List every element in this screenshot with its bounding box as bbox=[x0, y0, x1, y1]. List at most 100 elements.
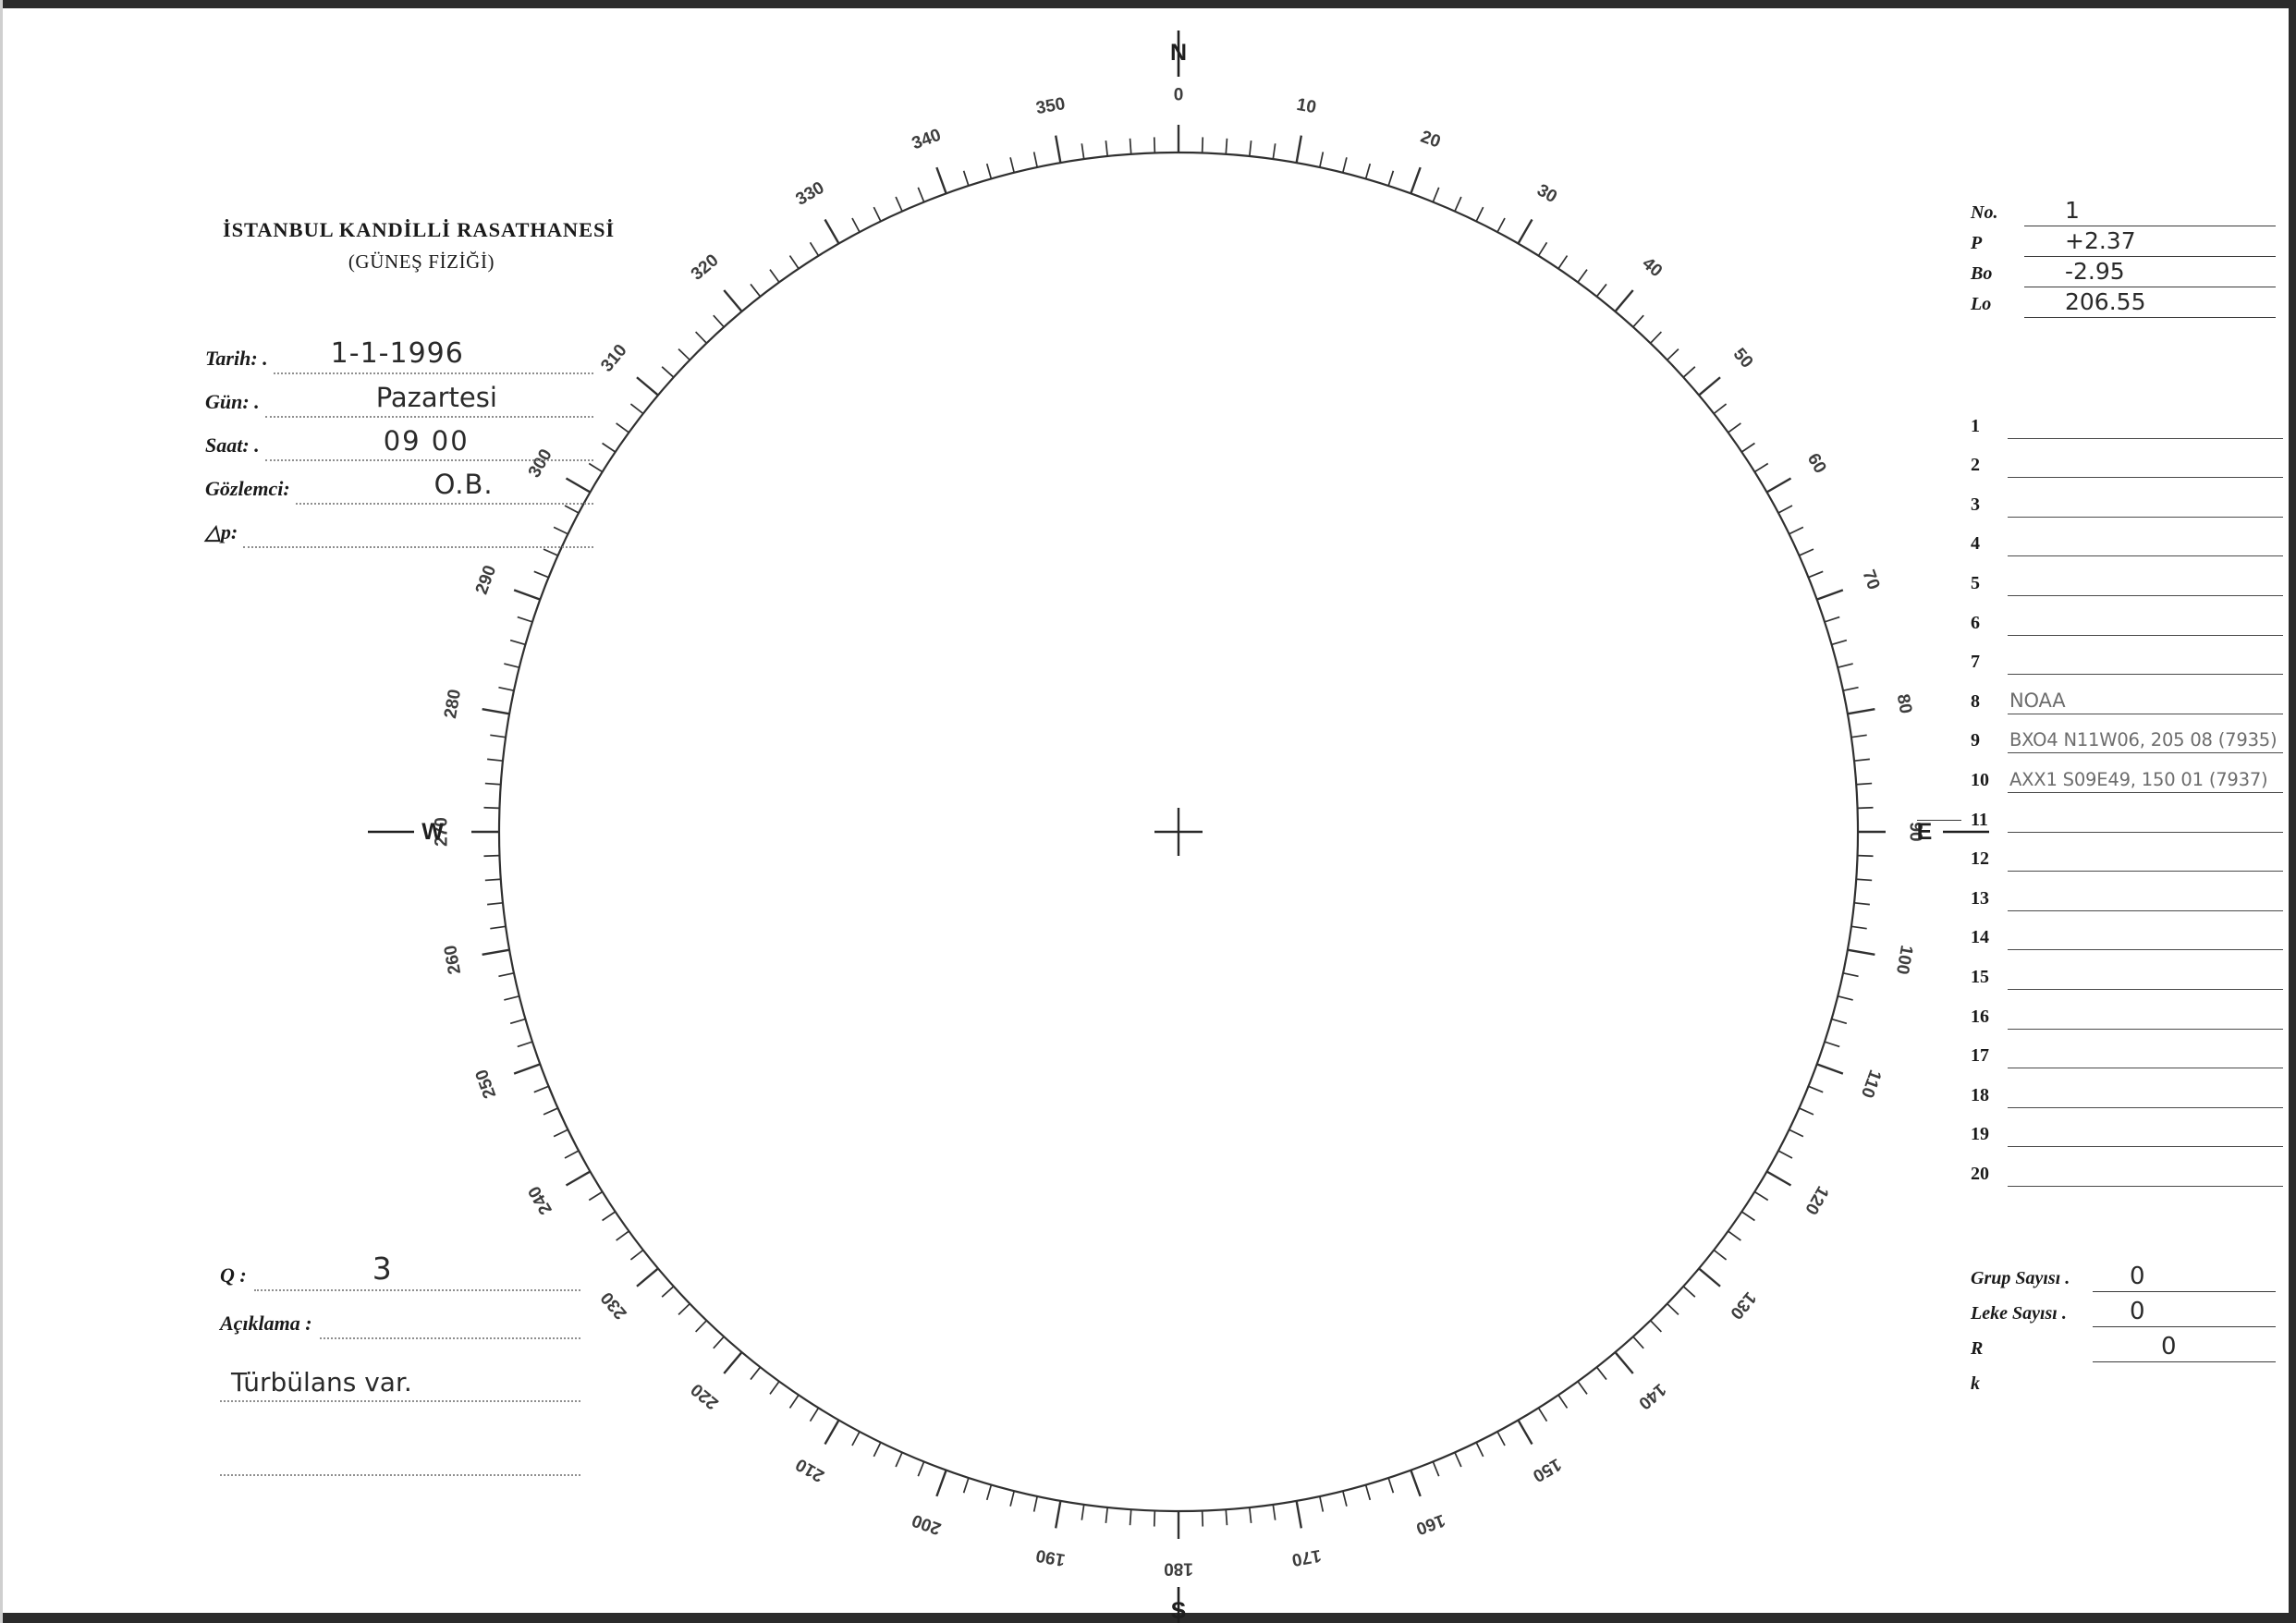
minor-tick bbox=[1831, 1018, 1848, 1025]
entry-row: 6 bbox=[1971, 596, 2283, 636]
dial-degree-label: 10 bbox=[1295, 95, 1317, 117]
minor-tick bbox=[1129, 138, 1132, 154]
parameter-input[interactable]: 1 bbox=[2024, 197, 2276, 226]
parameter-row: No. 1 bbox=[1971, 196, 2276, 226]
entry-row: 16 bbox=[1971, 990, 2283, 1030]
entry-input[interactable]: AXX1 S09E49, 150 01 (7937) bbox=[2008, 764, 2283, 793]
minor-tick bbox=[1496, 217, 1506, 233]
entry-input[interactable] bbox=[2008, 961, 2283, 990]
minor-tick bbox=[629, 403, 644, 415]
minor-tick bbox=[553, 1129, 568, 1138]
entry-input[interactable] bbox=[2008, 528, 2283, 557]
minor-tick bbox=[484, 878, 501, 882]
minor-tick bbox=[1799, 548, 1814, 556]
entry-number: 2 bbox=[1971, 455, 1980, 476]
entry-input[interactable] bbox=[2008, 1118, 2283, 1148]
cardinal-letter-e: E bbox=[1917, 819, 1933, 845]
minor-tick bbox=[895, 196, 903, 212]
form-field-input[interactable] bbox=[243, 519, 593, 548]
parameter-input[interactable]: 206.55 bbox=[2024, 288, 2276, 318]
entry-input[interactable]: NOAA bbox=[2008, 686, 2283, 714]
entry-input[interactable] bbox=[2008, 1040, 2283, 1069]
minor-tick bbox=[517, 616, 533, 623]
minor-tick bbox=[769, 1381, 780, 1395]
minor-tick bbox=[661, 366, 675, 378]
total-input[interactable]: 0 bbox=[2093, 1333, 2276, 1362]
minor-tick bbox=[1808, 1085, 1824, 1093]
total-label: k bbox=[1971, 1373, 1980, 1394]
aciklama-value-field[interactable] bbox=[319, 1308, 580, 1339]
parameter-label: P bbox=[1971, 233, 1983, 253]
minor-tick bbox=[1248, 140, 1252, 157]
observation-form: Tarih: . 1-1-1996 Gün: . Pazartesi Saat: . 09… bbox=[205, 331, 593, 548]
entry-input[interactable] bbox=[2008, 1001, 2283, 1030]
minor-tick bbox=[487, 758, 504, 763]
dial-degree-label: 320 bbox=[688, 250, 723, 284]
minor-tick bbox=[1225, 138, 1228, 154]
total-input[interactable]: 0 bbox=[2093, 1263, 2276, 1292]
entry-input[interactable] bbox=[2008, 410, 2283, 439]
minor-tick bbox=[809, 241, 820, 257]
form-row: △p: bbox=[205, 505, 593, 548]
total-value: 0 bbox=[2130, 1298, 2145, 1325]
entry-row: 18 bbox=[1971, 1068, 2283, 1108]
major-tick bbox=[1698, 1267, 1721, 1287]
note-line-2[interactable] bbox=[220, 1434, 580, 1476]
entry-number: 14 bbox=[1971, 927, 1989, 948]
form-field-input[interactable]: 1-1-1996 bbox=[273, 337, 593, 374]
entry-input[interactable] bbox=[2008, 646, 2283, 676]
minor-tick bbox=[1667, 1302, 1679, 1315]
entry-row: 9 BXO4 N11W06, 205 08 (7935) bbox=[1971, 714, 2283, 754]
entry-input[interactable] bbox=[2008, 449, 2283, 479]
minor-tick bbox=[517, 1041, 533, 1048]
entry-input[interactable] bbox=[2008, 1080, 2283, 1108]
form-field-value: O.B. bbox=[434, 469, 494, 500]
entry-row: 2 bbox=[1971, 439, 2283, 479]
parameter-input[interactable]: -2.95 bbox=[2024, 258, 2276, 287]
form-field-input[interactable]: Pazartesi bbox=[264, 382, 593, 418]
form-field-input[interactable]: O.B. bbox=[295, 469, 593, 505]
total-input[interactable]: 0 bbox=[2093, 1298, 2276, 1327]
dial-degree-label: 340 bbox=[910, 126, 944, 154]
minor-tick bbox=[962, 1477, 970, 1494]
minor-tick bbox=[962, 170, 970, 187]
minor-tick bbox=[1387, 1477, 1395, 1494]
minor-tick bbox=[1432, 187, 1440, 202]
dial-degree-label: 0 bbox=[1174, 86, 1184, 105]
minor-tick bbox=[1850, 925, 1867, 930]
total-row: k bbox=[1971, 1362, 2276, 1397]
minor-tick bbox=[1248, 1507, 1252, 1523]
minor-tick bbox=[483, 854, 500, 858]
entry-input[interactable] bbox=[2008, 804, 2283, 833]
entry-input[interactable] bbox=[2008, 843, 2283, 873]
cardinal-letter-s: S bbox=[1171, 1598, 1187, 1623]
entry-row: 17 bbox=[1971, 1030, 2283, 1069]
entry-input[interactable] bbox=[2008, 607, 2283, 636]
entry-number: 19 bbox=[1971, 1124, 1989, 1145]
entry-input[interactable] bbox=[2008, 921, 2283, 951]
form-field-value: Pazartesi bbox=[375, 382, 497, 413]
minor-tick bbox=[1153, 1510, 1156, 1527]
minor-tick bbox=[1272, 143, 1276, 160]
quality-block: Q : 3 Açıklama : Türbülans var. bbox=[220, 1243, 580, 1476]
dial-degree-label: 90 bbox=[1906, 822, 1925, 841]
form-field-input[interactable]: 09 00 bbox=[264, 425, 593, 461]
note-line-1[interactable]: Türbülans var. bbox=[220, 1360, 580, 1402]
minor-tick bbox=[1595, 1366, 1607, 1381]
parameter-input[interactable]: +2.37 bbox=[2024, 227, 2276, 257]
entry-input[interactable] bbox=[2008, 883, 2283, 911]
entry-input[interactable] bbox=[2008, 1158, 2283, 1187]
total-input[interactable] bbox=[2093, 1372, 2276, 1397]
dial-degree-label: 150 bbox=[1530, 1454, 1565, 1485]
minor-tick bbox=[1753, 1190, 1769, 1202]
quality-value-field[interactable]: 3 bbox=[253, 1251, 580, 1291]
entry-input[interactable] bbox=[2008, 489, 2283, 518]
minor-tick bbox=[504, 663, 520, 669]
major-tick bbox=[824, 1419, 840, 1446]
minor-tick bbox=[1557, 1394, 1569, 1409]
minor-tick bbox=[509, 639, 526, 646]
entry-input[interactable] bbox=[2008, 567, 2283, 596]
scan-edge-right bbox=[2289, 0, 2296, 1623]
entry-input[interactable]: BXO4 N11W06, 205 08 (7935) bbox=[2008, 725, 2283, 754]
